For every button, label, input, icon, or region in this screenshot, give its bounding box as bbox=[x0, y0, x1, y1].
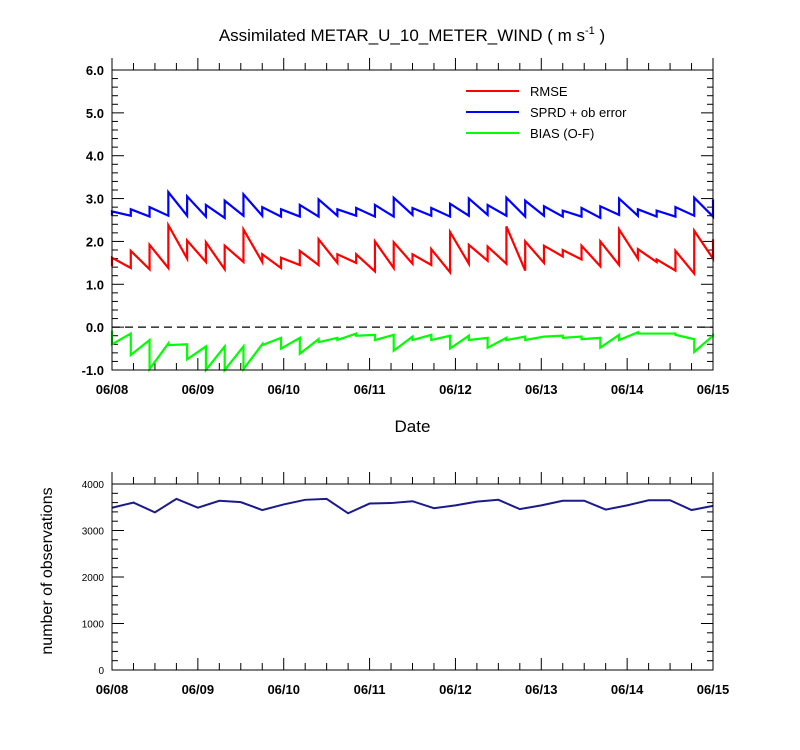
y-tick-label: 1000 bbox=[82, 620, 105, 631]
x-tick-label: 06/11 bbox=[354, 682, 386, 697]
legend-label-sprd: SPRD + ob error bbox=[530, 105, 627, 120]
top-panel-ticks bbox=[111, 58, 714, 371]
series-line-rmse bbox=[110, 220, 715, 277]
x-tick-label: 06/15 bbox=[697, 382, 730, 397]
y-tick-label: 3.0 bbox=[86, 192, 104, 207]
bottom-panel-series bbox=[111, 497, 714, 515]
y-tick-label: 3000 bbox=[82, 527, 105, 538]
x-tick-label: 06/11 bbox=[354, 382, 386, 397]
series-line-sprd bbox=[110, 188, 715, 220]
x-tick-label: 06/10 bbox=[267, 682, 300, 697]
chart-title: Assimilated METAR_U_10_METER_WIND ( m s-… bbox=[219, 25, 605, 45]
bottom-panel-x-tick-labels: 06/08 06/09 06/10 06/11 06/12 06/13 06/14 06/15 bbox=[96, 682, 730, 697]
y-tick-label: 0 bbox=[98, 666, 104, 677]
y-tick-label: 0.0 bbox=[86, 320, 104, 335]
top-panel-frame bbox=[111, 69, 714, 371]
top-panel: 6.0 5.0 4.0 3.0 2.0 1.0 0.0 -1.0 06/08 06/09 06/1… bbox=[82, 58, 730, 436]
legend-label-rmse: RMSE bbox=[530, 84, 568, 99]
x-tick-label: 06/13 bbox=[525, 382, 558, 397]
x-tick-label: 06/08 bbox=[96, 682, 129, 697]
x-tick-label: 06/14 bbox=[611, 682, 644, 697]
observations-line bbox=[111, 497, 714, 515]
chart-title-sup: -1 bbox=[585, 25, 595, 37]
y-tick-label: 4000 bbox=[82, 480, 105, 491]
x-tick-label: 06/09 bbox=[182, 682, 215, 697]
x-tick-label: 06/12 bbox=[439, 682, 472, 697]
y-tick-label: 1.0 bbox=[86, 277, 104, 292]
x-tick-label: 06/12 bbox=[439, 382, 472, 397]
chart-title-main: Assimilated METAR_U_10_METER_WIND ( m s bbox=[219, 26, 585, 45]
y-tick-label: -1.0 bbox=[82, 363, 104, 378]
x-tick-label: 06/13 bbox=[525, 682, 558, 697]
y-tick-label: 6.0 bbox=[86, 63, 104, 78]
x-tick-label: 06/08 bbox=[96, 382, 129, 397]
x-tick-label: 06/14 bbox=[611, 382, 644, 397]
chart-title-close: ) bbox=[595, 26, 605, 45]
series-line-bias bbox=[110, 330, 715, 374]
bottom-panel-frame bbox=[111, 483, 714, 671]
top-panel-x-tick-labels: 06/08 06/09 06/10 06/11 06/12 06/13 06/14 06/15 bbox=[96, 382, 730, 397]
legend-label-bias: BIAS (O-F) bbox=[530, 126, 594, 141]
x-tick-label: 06/09 bbox=[182, 382, 215, 397]
x-tick-label: 06/15 bbox=[697, 682, 730, 697]
y-tick-label: 5.0 bbox=[86, 106, 104, 121]
legend: RMSE SPRD + ob error BIAS (O-F) bbox=[466, 84, 627, 141]
y-axis-label: number of observations bbox=[39, 487, 56, 654]
top-panel-y-tick-labels: 6.0 5.0 4.0 3.0 2.0 1.0 0.0 -1.0 bbox=[82, 63, 104, 378]
bottom-panel-y-tick-labels: 4000 3000 2000 1000 0 bbox=[82, 480, 105, 677]
x-axis-label: Date bbox=[395, 417, 431, 436]
y-tick-label: 2.0 bbox=[86, 234, 104, 249]
y-tick-label: 4.0 bbox=[86, 149, 104, 164]
top-panel-series bbox=[110, 188, 715, 374]
y-tick-label: 2000 bbox=[82, 573, 105, 584]
x-tick-label: 06/10 bbox=[267, 382, 300, 397]
